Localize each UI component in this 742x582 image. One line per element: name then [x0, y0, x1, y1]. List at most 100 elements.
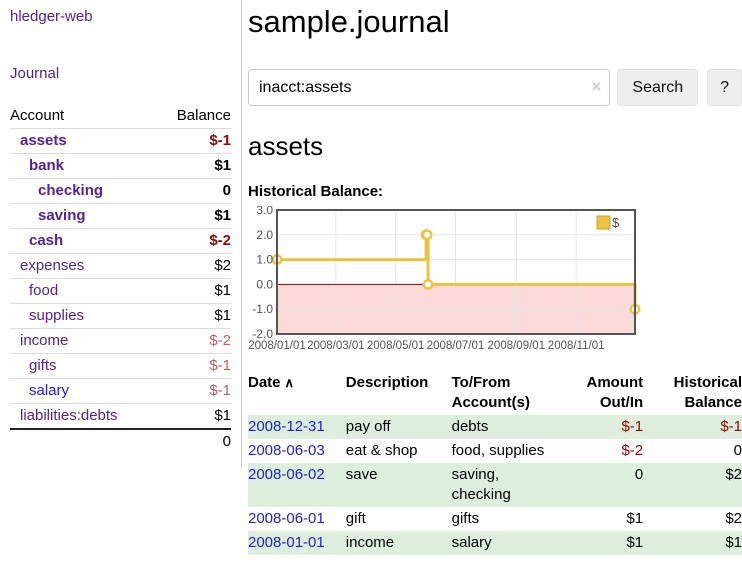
transaction-row: 2008-06-03 eat & shop food, supplies $-2 0: [248, 439, 742, 463]
svg-text:2008/03/01: 2008/03/01: [307, 340, 365, 352]
transaction-amount: $1: [626, 534, 644, 551]
sidebar-account-link[interactable]: supplies: [29, 307, 85, 324]
help-button[interactable]: ?: [707, 69, 742, 106]
transaction-row: 2008-06-01 gift gifts $1 $2: [248, 507, 742, 531]
account-row: checking 0: [10, 178, 231, 204]
account-balance: 0: [222, 182, 231, 199]
account-row: income $-2: [10, 328, 231, 354]
accounts-table-body: assets $-1 bank $1 checking 0 saving $1 cash $-2 e…: [10, 128, 231, 455]
account-balance: $1: [214, 307, 231, 324]
account-balance: $1: [214, 157, 231, 174]
transaction-description: gift: [345, 510, 366, 527]
accounts-header-balance: Balance: [176, 107, 231, 124]
transaction-amount: $-2: [621, 442, 644, 459]
transactions-header-row: Date ∧ Description To/From Account(s) Amo…: [248, 371, 742, 415]
transaction-date-link[interactable]: 2008-06-03: [248, 442, 325, 459]
transaction-accounts: salary: [451, 534, 492, 551]
transactions-table: Date ∧ Description To/From Account(s) Amo…: [248, 371, 742, 555]
clear-search-icon[interactable]: ×: [591, 77, 602, 96]
sidebar-account-link[interactable]: assets: [20, 132, 67, 149]
chart-heading: Historical Balance:: [248, 183, 384, 200]
account-row: assets $-1: [10, 128, 231, 154]
sidebar-account-link[interactable]: liabilities:debts: [20, 407, 118, 424]
sidebar-account-link[interactable]: saving: [38, 207, 86, 224]
transactions-table-body: 2008-12-31 pay off debts $-1 $-1 2008-06-03 ea…: [248, 415, 742, 555]
sidebar-account-link[interactable]: expenses: [20, 257, 85, 274]
page-title: sample.journal: [248, 4, 450, 39]
account-balance: $1: [214, 282, 231, 299]
search-button[interactable]: Search: [617, 69, 699, 106]
account-balance: $-2: [209, 332, 231, 349]
account-row: salary $-1: [10, 378, 231, 404]
account-balance: $-1: [209, 382, 231, 399]
search-form: × Search ?: [248, 69, 742, 106]
sidebar-account-link[interactable]: checking: [38, 182, 104, 199]
accounts-total-row: 0: [10, 429, 231, 454]
column-header-accounts: To/From Account(s): [451, 374, 530, 411]
svg-text:-1.0: -1.0: [252, 302, 273, 316]
svg-text:2008/07/01: 2008/07/01: [427, 340, 485, 352]
sidebar-account-link[interactable]: income: [20, 332, 69, 349]
account-balance: $1: [214, 407, 231, 424]
transaction-balance: $-1: [720, 418, 742, 435]
transaction-amount: 0: [634, 466, 644, 483]
transaction-row: 2008-12-31 pay off debts $-1 $-1: [248, 415, 742, 439]
sidebar-account-link[interactable]: gifts: [29, 357, 57, 374]
svg-text:$: $: [612, 215, 620, 230]
sidebar-account-link[interactable]: salary: [29, 382, 70, 399]
sidebar: hledger-web Journal Account Balance asse…: [0, 0, 242, 468]
transaction-balance: $1: [725, 534, 742, 551]
transaction-date-link[interactable]: 2008-01-01: [248, 534, 325, 551]
account-row: gifts $-1: [10, 353, 231, 379]
svg-text:2.0: 2.0: [256, 228, 273, 242]
svg-text:-2.0: -2.0: [252, 327, 273, 341]
account-balance: $2: [214, 257, 231, 274]
transaction-accounts: food, supplies: [451, 442, 545, 459]
account-row: liabilities:debts $1: [10, 403, 231, 430]
sort-ascending-icon: ∧: [284, 375, 295, 390]
transaction-accounts: saving, checking: [451, 466, 511, 503]
column-header-amount: Amount Out/In: [586, 374, 644, 411]
sidebar-account-link[interactable]: cash: [29, 232, 64, 249]
account-heading: assets: [248, 131, 324, 161]
svg-text:3.0: 3.0: [256, 206, 273, 217]
account-row: supplies $1: [10, 303, 231, 329]
transaction-date-link[interactable]: 2008-06-02: [248, 466, 325, 483]
transaction-amount: $1: [626, 510, 644, 527]
main-content: sample.journal × Search ? assets Histori…: [248, 0, 742, 555]
sidebar-account-link[interactable]: food: [29, 282, 59, 299]
transaction-amount: $-1: [621, 418, 644, 435]
app-brand-link[interactable]: hledger-web: [10, 8, 93, 25]
svg-text:1.0: 1.0: [256, 253, 273, 267]
account-balance: $-1: [209, 132, 231, 149]
column-header-balance: Historical Balance: [673, 374, 742, 411]
transaction-balance: $2: [725, 466, 742, 483]
account-balance: $-2: [209, 232, 231, 249]
transaction-date-link[interactable]: 2008-12-31: [248, 418, 325, 435]
account-balance: $1: [214, 207, 231, 224]
transaction-description: income: [345, 534, 395, 551]
account-balance: $-1: [209, 357, 231, 374]
transaction-accounts: gifts: [451, 510, 480, 527]
accounts-header-account: Account: [10, 107, 65, 124]
svg-text:0.0: 0.0: [256, 277, 273, 291]
transaction-balance: $2: [725, 510, 742, 527]
account-row: cash $-2: [10, 228, 231, 254]
transaction-date-link[interactable]: 2008-06-01: [248, 510, 325, 527]
transaction-row: 2008-06-02 save saving, checking 0 $2: [248, 463, 742, 507]
sidebar-item-journal[interactable]: Journal: [10, 65, 60, 82]
column-header-date[interactable]: Date ∧: [248, 374, 295, 391]
accounts-table: Account Balance assets $-1 bank $1 checking 0…: [10, 104, 231, 454]
transaction-description: eat & shop: [345, 442, 418, 459]
historical-balance-chart: $3.0 2.0 1.0 0.0 -1.0 -2.0 2008/01/01 2008/03/0…: [248, 203, 742, 359]
accounts-header-row: Account Balance: [10, 104, 231, 129]
transaction-description: pay off: [345, 418, 391, 435]
transaction-balance: 0: [733, 442, 742, 459]
transaction-row: 2008-01-01 income salary $1 $1: [248, 531, 742, 555]
transaction-description: save: [345, 466, 378, 483]
accounts-total-value: 0: [222, 433, 231, 450]
svg-text:2008/01/01: 2008/01/01: [248, 340, 306, 352]
sidebar-account-link[interactable]: bank: [29, 157, 65, 174]
column-header-description: Description: [345, 374, 429, 391]
search-input[interactable]: [248, 69, 611, 106]
